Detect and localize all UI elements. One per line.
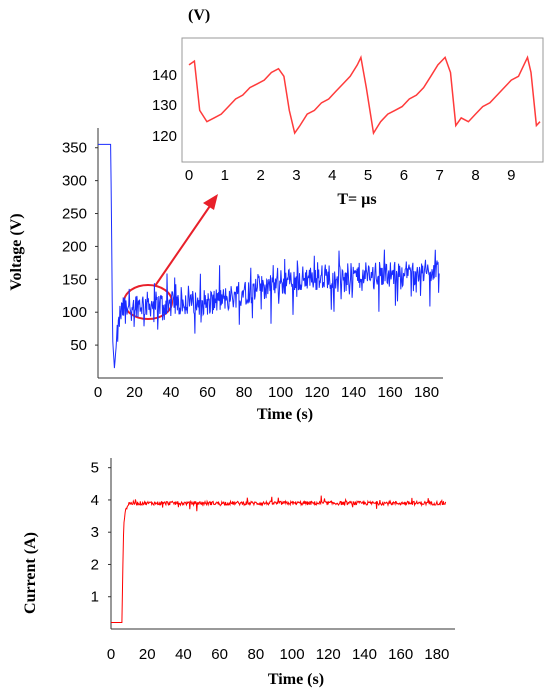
voltage-xtick-label: 0 [94, 384, 102, 401]
voltage-xtick-label: 100 [268, 384, 293, 401]
inset-xtick-label: 8 [471, 167, 479, 184]
voltage-xtick-label: 80 [236, 384, 253, 401]
current-ylabel: Current (A) [22, 532, 39, 614]
inset-xtick-label: 3 [292, 167, 300, 184]
current-xtick-label: 160 [388, 646, 413, 663]
inset-xlabel: T= µs [337, 191, 376, 208]
voltage-ytick-label: 200 [62, 238, 87, 255]
current-xtick-label: 140 [352, 646, 377, 663]
zoom-arrow [154, 202, 213, 287]
current-chart: 1 2 3 4 5 0 20 40 60 80 100 120 140 160 180 Current (… [22, 458, 455, 688]
voltage-xlabel: Time (s) [257, 406, 313, 423]
voltage-xtick-label: 180 [414, 384, 439, 401]
voltage-xtick-label: 40 [163, 384, 180, 401]
inset-series-line [188, 54, 541, 136]
voltage-xtick-label: 140 [341, 384, 366, 401]
voltage-ytick-label: 100 [62, 304, 87, 321]
inset-ytick-label: 120 [152, 128, 177, 145]
voltage-ytick-label: 300 [62, 173, 87, 190]
current-xtick-label: 80 [247, 646, 264, 663]
inset-ytick-label: 140 [152, 67, 177, 84]
current-xlabel: Time (s) [268, 671, 324, 688]
inset-xtick-label: 5 [364, 167, 372, 184]
current-ytick-label: 3 [91, 524, 99, 541]
inset-chart: (V) 140 130 120 0 1 2 3 4 5 6 7 8 9 T= µs [152, 7, 544, 208]
voltage-ytick-label: 50 [70, 337, 87, 354]
current-ytick-label: 2 [91, 556, 99, 573]
inset-xtick-label: 6 [400, 167, 408, 184]
inset-ylabel: (V) [188, 7, 210, 24]
current-series-line [111, 495, 447, 623]
zoom-arrowhead [203, 194, 218, 210]
inset-xtick-label: 4 [328, 167, 336, 184]
inset-xtick-label: 1 [221, 167, 229, 184]
voltage-xtick-labels: 0 20 40 60 80 100 120 140 160 180 [94, 384, 439, 401]
inset-xtick-label: 9 [507, 167, 515, 184]
voltage-xtick-label: 20 [126, 384, 143, 401]
inset-frame [181, 37, 544, 163]
voltage-ytick-label: 250 [62, 206, 87, 223]
current-xtick-label: 180 [424, 646, 449, 663]
current-xtick-label: 20 [139, 646, 156, 663]
inset-xtick-label: 7 [436, 167, 444, 184]
current-xtick-label: 120 [316, 646, 341, 663]
voltage-xtick-label: 60 [199, 384, 216, 401]
inset-ytick-labels: 140 130 120 [152, 67, 177, 145]
current-xtick-labels: 0 20 40 60 80 100 120 140 160 180 [107, 646, 450, 663]
inset-xtick-label: 0 [185, 167, 193, 184]
current-xtick-label: 60 [211, 646, 228, 663]
current-ytick-label: 1 [91, 589, 99, 606]
current-ytick-label: 5 [91, 460, 99, 477]
current-xtick-label: 100 [280, 646, 305, 663]
voltage-ytick-label: 150 [62, 271, 87, 288]
voltage-ytick-labels: 50 100 150 200 250 300 350 [62, 140, 98, 354]
inset-xtick-labels: 0 1 2 3 4 5 6 7 8 9 [185, 167, 516, 184]
inset-xtick-label: 2 [256, 167, 264, 184]
current-xtick-label: 0 [107, 646, 115, 663]
voltage-ylabel: Voltage (V) [8, 213, 25, 290]
voltage-xtick-label: 160 [378, 384, 403, 401]
inset-ytick-label: 130 [152, 97, 177, 114]
voltage-xtick-label: 120 [305, 384, 330, 401]
voltage-series-line [98, 143, 440, 369]
voltage-ytick-label: 350 [62, 140, 87, 157]
current-xtick-label: 40 [175, 646, 192, 663]
current-ytick-label: 4 [91, 492, 99, 509]
current-ytick-labels: 1 2 3 4 5 [91, 460, 111, 606]
